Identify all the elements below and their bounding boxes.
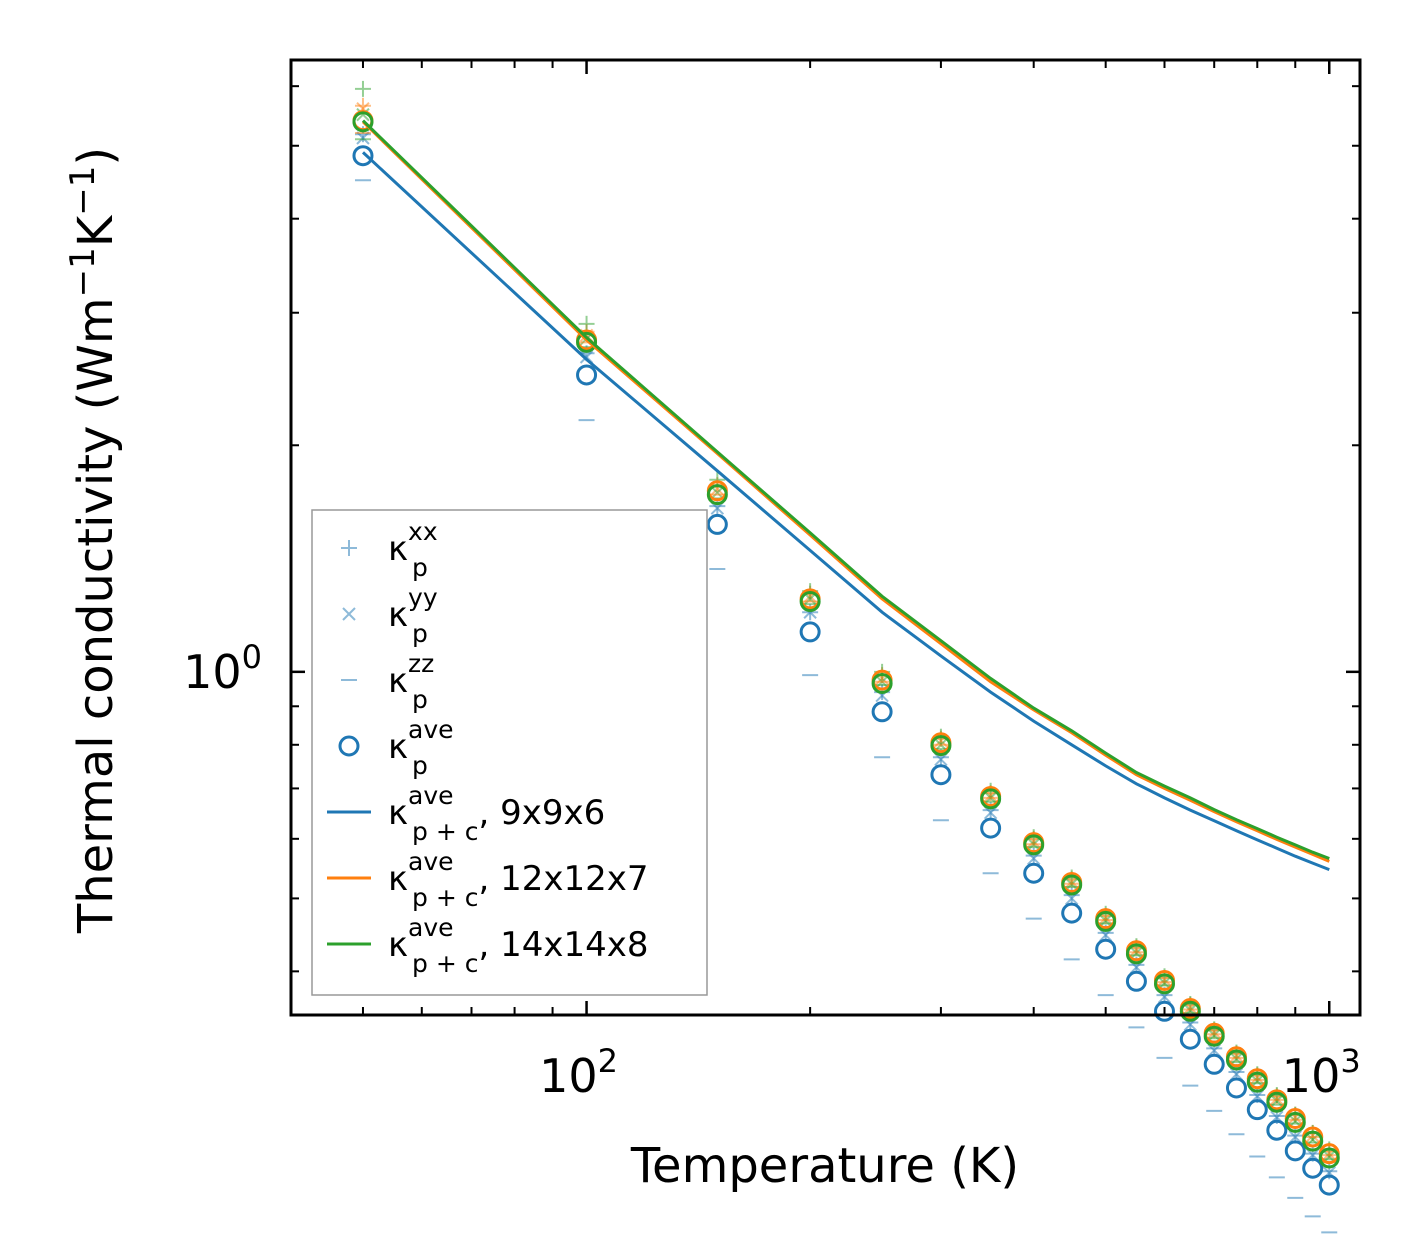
data-point: [1266, 1119, 1288, 1141]
series-blue-circle: [352, 145, 1340, 1196]
data-point: [354, 80, 371, 97]
data-point: [1225, 1077, 1247, 1099]
data-point: [1023, 834, 1045, 856]
data-point: [980, 788, 1002, 810]
data-point: [1207, 1043, 1221, 1058]
data-point: [356, 131, 370, 145]
data-point: [1095, 938, 1117, 960]
data-point: [871, 701, 893, 723]
data-point: [1318, 1174, 1340, 1196]
x-tick-label: 103: [1282, 1042, 1361, 1103]
data-point: [706, 513, 728, 535]
legend-label: κave p + c, 12x12x7: [388, 847, 649, 912]
data-point: [710, 485, 725, 500]
data-point: [1179, 1028, 1201, 1050]
data-point: [1061, 902, 1083, 924]
legend-marker: [342, 607, 356, 621]
data-point: [1023, 862, 1045, 884]
legend-box: [311, 509, 708, 996]
legend-label: κxx p: [388, 517, 438, 582]
legend-entry: κave p + c, 12x12x7: [327, 847, 649, 912]
legend-entry: κave p + c, 9x9x6: [327, 781, 605, 846]
data-point: [576, 364, 598, 386]
series-orange-minus: [354, 131, 1338, 1157]
data-point: [1288, 1130, 1302, 1144]
legend-label: κave p: [388, 715, 454, 780]
data-point: [352, 145, 374, 167]
axes-layer: 102 103 100: [183, 58, 1362, 1103]
plot-frame: [289, 58, 1362, 1017]
data-point: [352, 111, 374, 133]
legend-marker: [338, 735, 360, 757]
data-point: [1179, 1000, 1201, 1022]
legend-entry: κave p: [338, 715, 454, 780]
data-point: [1284, 1111, 1306, 1133]
data-point: [1203, 1025, 1225, 1047]
data-point: [1061, 874, 1083, 896]
data-point: [1203, 1053, 1225, 1075]
data-point: [1153, 973, 1175, 995]
data-point: [1125, 970, 1147, 992]
data-point: [1153, 1000, 1175, 1022]
data-point: [1095, 910, 1117, 932]
data-point: [1302, 1130, 1324, 1152]
data-point: [799, 621, 821, 643]
data-point: [576, 331, 598, 353]
series-green-circle: [352, 111, 1340, 1169]
data-point: [1229, 1067, 1244, 1081]
series-layer: [352, 80, 1340, 1234]
line-blue: [361, 151, 1330, 871]
series-green-minus: [354, 138, 1338, 1161]
legend-label: κave p + c, 14x14x8: [388, 913, 649, 978]
data-point: [930, 735, 952, 757]
data-point: [1266, 1091, 1288, 1113]
data-point: [1250, 1074, 1264, 1088]
data-point: [1302, 1157, 1324, 1179]
legend-entry: κxx p: [341, 517, 438, 582]
legend-marker: [341, 540, 357, 556]
y-axis-title: Thermal conductivity (Wm−1K−1): [63, 147, 124, 934]
data-point: [356, 107, 370, 122]
legend-entry: κave p + c, 14x14x8: [327, 913, 649, 978]
data-point: [871, 672, 893, 694]
lines-layer: [361, 119, 1330, 871]
line-green: [361, 119, 1330, 860]
data-point: [578, 315, 595, 332]
data-point: [1284, 1140, 1306, 1162]
x-axis-title: Temperature (K): [630, 1138, 1019, 1194]
legend-entry: κyy p: [342, 583, 438, 648]
data-point: [934, 752, 948, 767]
data-point: [799, 591, 821, 613]
data-point: [980, 817, 1002, 839]
series-blue-minus: [354, 179, 1338, 1234]
x-tick-label: 102: [539, 1042, 618, 1103]
data-point: [1246, 1099, 1268, 1121]
legend-entry: κzz p: [341, 649, 434, 714]
data-point: [1318, 1147, 1340, 1169]
data-point: [1225, 1049, 1247, 1071]
legend-label: κyy p: [388, 583, 438, 648]
data-point: [983, 805, 998, 820]
data-point: [1125, 943, 1147, 965]
line-orange: [361, 120, 1330, 863]
legend-label: κzz p: [388, 649, 434, 714]
data-point: [1246, 1071, 1268, 1093]
data-point: [930, 764, 952, 786]
data-point: [706, 484, 728, 506]
y-tick-label: 100: [183, 638, 262, 699]
legend-label: κave p + c, 9x9x6: [388, 781, 605, 846]
